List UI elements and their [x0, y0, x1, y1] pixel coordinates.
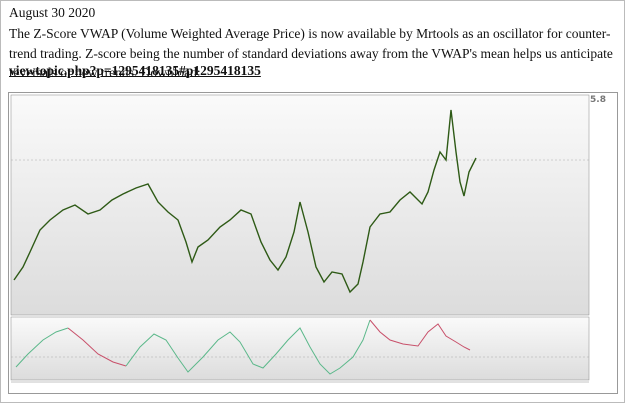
- post-text: The Z-Score VWAP (Volume Weighted Averag…: [9, 26, 613, 80]
- price-line: [13, 109, 477, 294]
- chart-screenshot: 5.8: [8, 92, 618, 394]
- oscillator-up: [15, 327, 69, 368]
- oscillator-down: [369, 319, 471, 351]
- oscillator-up: [125, 319, 371, 375]
- oscillator-down: [67, 327, 127, 367]
- image-label: 5.8: [590, 95, 606, 105]
- indicator-panel: [10, 316, 590, 381]
- download-link[interactable]: viewtopic.php?p=1295418135#p1295418135: [9, 63, 261, 78]
- post-date: August 30 2020: [9, 5, 96, 20]
